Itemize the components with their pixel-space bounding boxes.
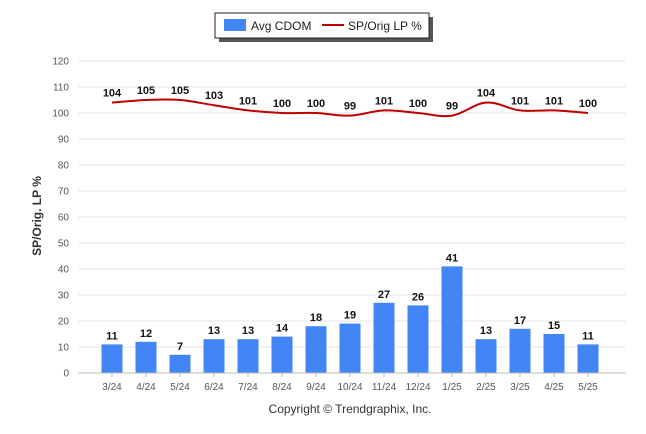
legend: Avg CDOM SP/Orig LP % bbox=[214, 12, 433, 42]
y-axis-title: SP/Orig. LP % bbox=[30, 176, 44, 256]
bar bbox=[543, 334, 565, 373]
x-tick-label: 4/25 bbox=[544, 382, 564, 393]
x-tick-label: 9/24 bbox=[306, 382, 326, 393]
line-data-label: 105 bbox=[137, 85, 155, 97]
x-tick-label: 10/24 bbox=[337, 382, 362, 393]
line-data-label: 101 bbox=[511, 95, 529, 107]
y-tick-label: 10 bbox=[58, 343, 70, 354]
bar bbox=[135, 341, 157, 373]
x-axis: 3/24 4/24 5/24 6/24 7/24 8/24 9/24 10/24 11/24 12… bbox=[78, 372, 626, 393]
y-tick-label: 110 bbox=[53, 83, 69, 94]
legend-bar-swatch bbox=[224, 19, 246, 31]
bar bbox=[305, 326, 327, 373]
y-tick-label: 20 bbox=[58, 317, 70, 328]
y-axis: 0 10 20 30 40 50 60 70 80 90 100 110 120 bbox=[52, 57, 69, 380]
line-data-label: 100 bbox=[579, 98, 597, 110]
y-tick-label: 70 bbox=[58, 187, 70, 198]
line-series: 104 105 105 103 101 100 100 99 101 100 99 104 101 101… bbox=[103, 85, 597, 118]
bar-data-label: 11 bbox=[582, 330, 594, 342]
bar bbox=[509, 328, 531, 373]
bar-series: 11 12 7 13 13 14 18 19 27 26 41 13 17 15 11 bbox=[101, 252, 599, 373]
bar-data-label: 14 bbox=[276, 323, 289, 335]
bar-data-label: 41 bbox=[446, 252, 458, 264]
x-tick-label: 5/25 bbox=[578, 382, 598, 393]
y-tick-label: 100 bbox=[52, 109, 69, 120]
bar-data-label: 11 bbox=[106, 330, 118, 342]
line-data-label: 100 bbox=[409, 98, 427, 110]
x-tick-label: 8/24 bbox=[272, 382, 292, 393]
bar-data-label: 18 bbox=[310, 312, 322, 324]
bar bbox=[339, 323, 361, 373]
bar bbox=[407, 305, 429, 373]
bar bbox=[373, 302, 395, 373]
bar bbox=[101, 344, 123, 373]
line-data-label: 99 bbox=[446, 101, 458, 113]
bar bbox=[271, 336, 293, 373]
line-data-label: 105 bbox=[171, 85, 189, 97]
grid bbox=[78, 60, 626, 348]
y-tick-label: 0 bbox=[63, 369, 69, 380]
x-tick-label: 7/24 bbox=[238, 382, 258, 393]
bar bbox=[475, 339, 497, 373]
y-tick-label: 40 bbox=[58, 265, 70, 276]
bar-data-label: 17 bbox=[514, 315, 526, 327]
line-data-label: 104 bbox=[103, 88, 122, 100]
line-path bbox=[111, 98, 589, 118]
x-tick-label: 12/24 bbox=[405, 382, 430, 393]
bar-data-label: 26 bbox=[412, 291, 424, 303]
y-tick-label: 50 bbox=[58, 239, 70, 250]
x-tick-label: 1/25 bbox=[442, 382, 462, 393]
line-data-label: 100 bbox=[307, 98, 325, 110]
y-tick-label: 30 bbox=[58, 291, 70, 302]
y-tick-label: 90 bbox=[58, 135, 70, 146]
bar-data-label: 7 bbox=[177, 341, 183, 353]
x-tick-label: 2/25 bbox=[476, 382, 496, 393]
x-tick-label: 3/24 bbox=[102, 382, 122, 393]
line-data-label: 104 bbox=[477, 88, 496, 100]
bar bbox=[577, 344, 599, 373]
bar bbox=[237, 339, 259, 373]
x-tick-label: 6/24 bbox=[204, 382, 224, 393]
x-tick-label: 3/25 bbox=[510, 382, 530, 393]
line-data-label: 101 bbox=[239, 95, 257, 107]
bar-data-label: 27 bbox=[378, 289, 390, 301]
copyright-text: Copyright © Trendgraphix, Inc. bbox=[269, 402, 432, 416]
line-data-label: 103 bbox=[205, 90, 223, 102]
x-tick-label: 11/24 bbox=[372, 382, 397, 393]
x-tick-label: 4/24 bbox=[136, 382, 156, 393]
bar-data-label: 12 bbox=[140, 328, 152, 340]
line-data-label: 100 bbox=[273, 98, 291, 110]
x-tick-label: 5/24 bbox=[170, 382, 190, 393]
line-data-label: 101 bbox=[545, 95, 563, 107]
y-tick-label: 60 bbox=[58, 213, 70, 224]
bar-data-label: 13 bbox=[208, 325, 220, 337]
bar bbox=[169, 354, 191, 373]
y-tick-label: 120 bbox=[52, 57, 69, 68]
y-tick-label: 80 bbox=[58, 161, 70, 172]
line-data-label: 101 bbox=[375, 95, 393, 107]
legend-line-label: SP/Orig LP % bbox=[348, 19, 422, 33]
bar-data-label: 15 bbox=[548, 320, 560, 332]
legend-bar-label: Avg CDOM bbox=[251, 19, 311, 33]
bar bbox=[203, 339, 225, 373]
bar-data-label: 19 bbox=[344, 310, 356, 322]
bar-data-label: 13 bbox=[480, 325, 492, 337]
line-data-label: 99 bbox=[344, 101, 356, 113]
bar bbox=[441, 266, 463, 373]
bar-data-label: 13 bbox=[242, 325, 254, 337]
